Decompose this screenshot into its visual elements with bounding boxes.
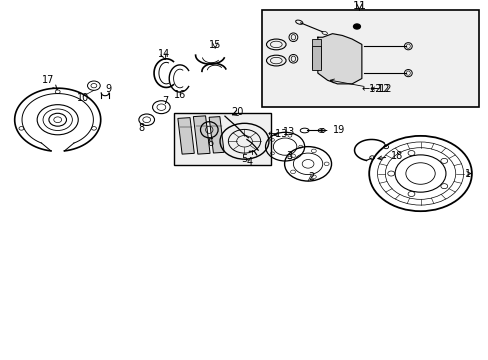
- Text: 2: 2: [307, 172, 313, 182]
- Text: 14: 14: [158, 49, 170, 59]
- Text: 5: 5: [241, 154, 247, 164]
- Bar: [209, 117, 224, 153]
- Text: ←12: ←12: [329, 79, 389, 94]
- Text: 8: 8: [139, 123, 144, 132]
- Text: 11: 11: [352, 1, 366, 11]
- Text: 10: 10: [77, 93, 89, 103]
- Text: 17: 17: [41, 75, 57, 90]
- Text: 20: 20: [230, 107, 243, 117]
- Circle shape: [353, 24, 360, 29]
- Text: 18: 18: [377, 150, 403, 161]
- Polygon shape: [317, 34, 361, 84]
- Text: 1: 1: [464, 168, 470, 179]
- Text: 19: 19: [319, 126, 344, 135]
- Text: 16: 16: [173, 90, 186, 100]
- Text: 15: 15: [208, 40, 221, 50]
- Text: 6: 6: [207, 138, 213, 148]
- Bar: [178, 118, 194, 154]
- Bar: [311, 39, 320, 68]
- Text: ←12: ←12: [361, 84, 381, 94]
- Bar: [193, 116, 210, 154]
- Text: ←12: ←12: [371, 84, 391, 94]
- Bar: [261, 10, 478, 107]
- Text: ←13: ←13: [267, 129, 287, 139]
- Text: 7: 7: [162, 96, 168, 106]
- Bar: [311, 46, 320, 69]
- Text: 13: 13: [273, 127, 294, 137]
- Text: 9: 9: [105, 84, 111, 94]
- Text: 3: 3: [286, 151, 292, 161]
- Bar: [173, 113, 271, 165]
- Text: 4: 4: [246, 157, 252, 167]
